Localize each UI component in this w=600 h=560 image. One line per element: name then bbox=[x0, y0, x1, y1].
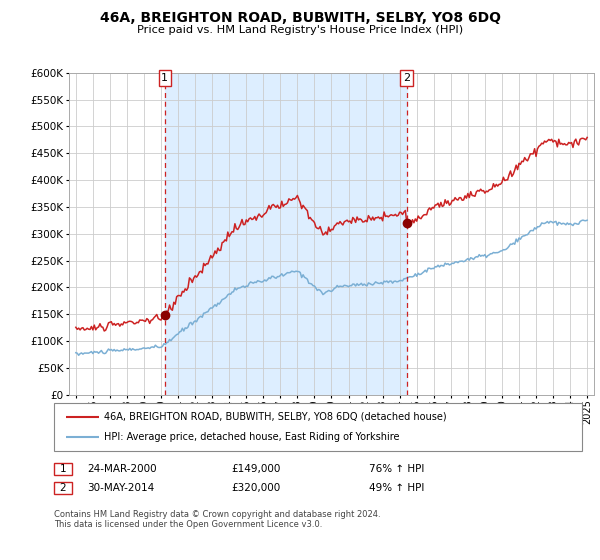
Text: 46A, BREIGHTON ROAD, BUBWITH, SELBY, YO8 6DQ: 46A, BREIGHTON ROAD, BUBWITH, SELBY, YO8… bbox=[100, 11, 500, 25]
Text: 2: 2 bbox=[403, 73, 410, 83]
Text: 76% ↑ HPI: 76% ↑ HPI bbox=[369, 464, 424, 474]
Text: 24-MAR-2000: 24-MAR-2000 bbox=[87, 464, 157, 474]
Text: 1: 1 bbox=[59, 464, 67, 474]
Bar bbox=[165, 73, 407, 395]
Text: 2: 2 bbox=[59, 483, 67, 493]
Text: Price paid vs. HM Land Registry's House Price Index (HPI): Price paid vs. HM Land Registry's House … bbox=[137, 25, 463, 35]
Text: Contains HM Land Registry data © Crown copyright and database right 2024.
This d: Contains HM Land Registry data © Crown c… bbox=[54, 510, 380, 529]
Text: £149,000: £149,000 bbox=[231, 464, 280, 474]
Text: 49% ↑ HPI: 49% ↑ HPI bbox=[369, 483, 424, 493]
Text: 1: 1 bbox=[161, 73, 168, 83]
Text: HPI: Average price, detached house, East Riding of Yorkshire: HPI: Average price, detached house, East… bbox=[104, 432, 400, 442]
Text: 30-MAY-2014: 30-MAY-2014 bbox=[87, 483, 154, 493]
Text: £320,000: £320,000 bbox=[231, 483, 280, 493]
Text: 46A, BREIGHTON ROAD, BUBWITH, SELBY, YO8 6DQ (detached house): 46A, BREIGHTON ROAD, BUBWITH, SELBY, YO8… bbox=[104, 412, 446, 422]
